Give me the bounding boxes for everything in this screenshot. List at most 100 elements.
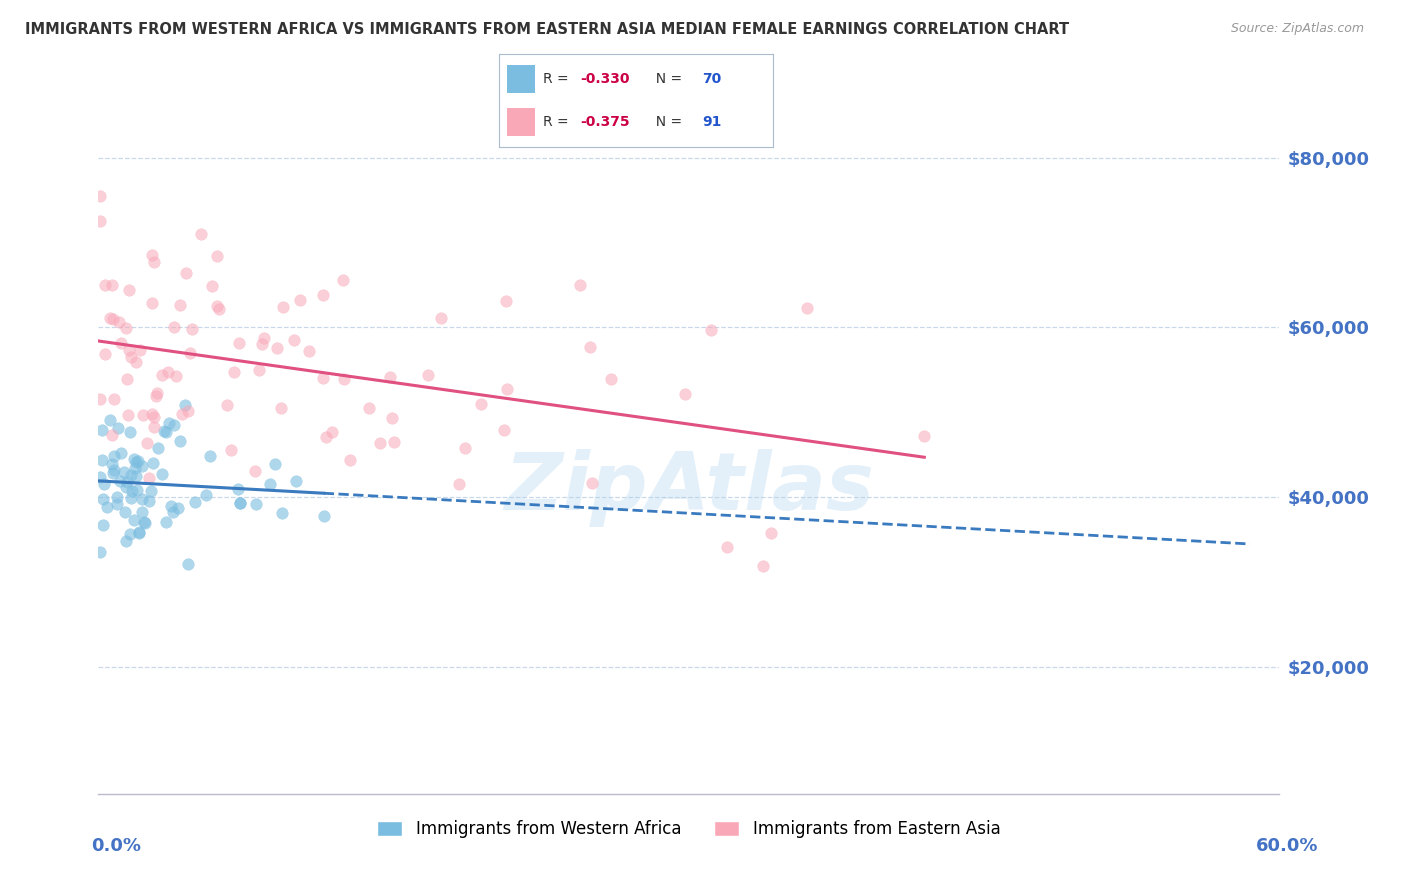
Point (98, 310, 121, 325)
Text: R =: R = (543, 115, 574, 128)
Point (132, 408, 155, 422)
Point (138, 494, 160, 508)
Point (157, 365, 180, 379)
Point (157, 416, 180, 430)
Point (115, 480, 138, 494)
Point (124, 461, 146, 475)
Point (270, 401, 292, 415)
Point (447, 477, 470, 491)
Text: R =: R = (543, 72, 574, 86)
Point (796, 301, 818, 315)
Point (243, 464, 266, 478)
Point (315, 430, 337, 444)
Point (142, 410, 165, 425)
Point (118, 343, 141, 357)
Point (250, 336, 273, 351)
Point (298, 344, 321, 359)
Point (332, 372, 354, 386)
Point (101, 457, 124, 471)
Point (94, 277, 117, 292)
Point (312, 509, 335, 524)
Point (100, 277, 122, 292)
Point (285, 474, 308, 488)
Point (120, 526, 142, 541)
Point (141, 407, 163, 421)
Point (120, 491, 142, 505)
Point (266, 341, 288, 355)
Point (245, 497, 267, 511)
Point (96, 500, 118, 515)
Point (162, 505, 184, 519)
Point (129, 343, 152, 357)
Point (181, 322, 204, 336)
Point (142, 456, 165, 470)
Point (253, 331, 276, 345)
Point (101, 466, 124, 480)
Point (179, 345, 201, 359)
Point (496, 383, 519, 397)
Text: N =: N = (647, 115, 686, 128)
Point (312, 288, 335, 302)
Point (89, 392, 111, 406)
Text: 91: 91 (702, 115, 721, 128)
Bar (508, 108, 534, 136)
Point (600, 372, 623, 386)
Point (103, 312, 125, 326)
Point (378, 369, 401, 384)
Point (217, 398, 239, 412)
Point (283, 333, 305, 347)
Point (226, 482, 249, 496)
Point (271, 506, 294, 520)
Point (127, 454, 149, 468)
Point (165, 368, 187, 383)
Point (110, 446, 132, 460)
Point (105, 490, 128, 504)
Point (150, 467, 173, 482)
Point (454, 441, 477, 455)
Point (110, 335, 132, 350)
Point (198, 449, 221, 463)
Point (125, 355, 148, 369)
Point (94, 346, 117, 360)
Point (134, 516, 156, 530)
Point (141, 247, 163, 261)
Point (124, 454, 146, 468)
Point (143, 255, 166, 269)
Point (93, 476, 115, 491)
Point (229, 496, 252, 510)
Point (173, 398, 195, 412)
Point (125, 469, 148, 483)
Point (495, 294, 517, 309)
Text: N =: N = (647, 72, 686, 86)
Point (112, 465, 135, 479)
Point (207, 299, 229, 313)
Point (135, 435, 157, 450)
Point (131, 505, 153, 519)
Point (145, 389, 167, 403)
Point (912, 429, 935, 443)
Point (194, 488, 217, 502)
Point (229, 496, 252, 510)
Point (103, 462, 125, 476)
Point (208, 301, 231, 316)
Point (190, 227, 212, 241)
Point (357, 401, 380, 416)
Point (114, 505, 136, 519)
Point (114, 534, 136, 549)
Point (219, 443, 242, 458)
Point (142, 420, 165, 434)
Text: 60.0%: 60.0% (1257, 837, 1319, 855)
Point (138, 471, 160, 485)
Point (141, 295, 163, 310)
Point (132, 515, 155, 529)
Point (751, 559, 773, 574)
Point (381, 410, 404, 425)
Point (89, 189, 111, 203)
Point (716, 540, 738, 554)
Point (89, 213, 111, 227)
Point (332, 272, 354, 286)
Point (568, 277, 591, 292)
Point (290, 293, 312, 307)
Point (115, 475, 138, 490)
Point (108, 315, 131, 329)
